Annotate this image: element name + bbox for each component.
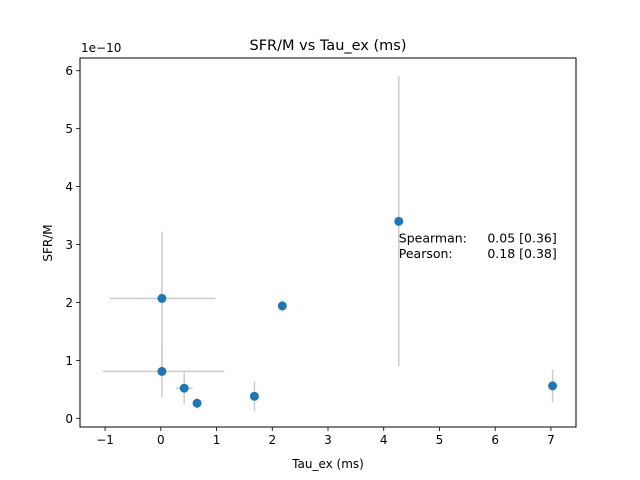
data-point <box>157 366 167 376</box>
data-point <box>277 301 287 311</box>
y-tick-label: 1 <box>65 354 73 368</box>
y-tick-label: 4 <box>65 180 73 194</box>
data-point <box>249 391 259 401</box>
y-tick-label: 6 <box>65 64 73 78</box>
x-tick-label: 4 <box>380 433 388 447</box>
y-tick-label: 0 <box>65 412 73 426</box>
y-offset-text: 1e−10 <box>81 41 121 55</box>
data-point <box>192 398 202 408</box>
correlation-annotations: Spearman: 0.05 [0.36] Pearson: 0.18 [0.38] <box>399 231 557 261</box>
data-points <box>157 216 558 408</box>
x-tick-label: 0 <box>157 433 165 447</box>
x-tick-label: 5 <box>436 433 444 447</box>
y-tick-label: 3 <box>65 238 73 252</box>
x-tick-label: 2 <box>268 433 276 447</box>
x-tick-label: 7 <box>547 433 555 447</box>
y-tick-label: 2 <box>65 296 73 310</box>
chart-title: SFR/M vs Tau_ex (ms) <box>249 38 406 54</box>
y-axis-label: SFR/M <box>41 224 55 261</box>
y-tick-label: 5 <box>65 122 73 136</box>
x-tick-label: 3 <box>324 433 332 447</box>
error-bars <box>102 76 554 412</box>
x-tick-label: 1 <box>213 433 221 447</box>
x-axis: −1 0 1 2 3 4 5 6 7 <box>96 427 555 447</box>
x-tick-label: 6 <box>491 433 499 447</box>
x-axis-label: Tau_ex (ms) <box>291 457 364 471</box>
annotation-label: Spearman: <box>399 231 467 246</box>
data-point <box>548 381 558 391</box>
data-point <box>157 293 167 303</box>
y-axis: 0 1 2 3 4 5 6 <box>65 64 80 426</box>
annotation-value: 0.18 [0.38] <box>487 246 556 261</box>
data-point <box>394 216 404 226</box>
data-point <box>179 383 189 393</box>
annotation-label: Pearson: <box>399 246 453 261</box>
annotation-value: 0.05 [0.36] <box>487 231 556 246</box>
x-tick-label: −1 <box>96 433 114 447</box>
